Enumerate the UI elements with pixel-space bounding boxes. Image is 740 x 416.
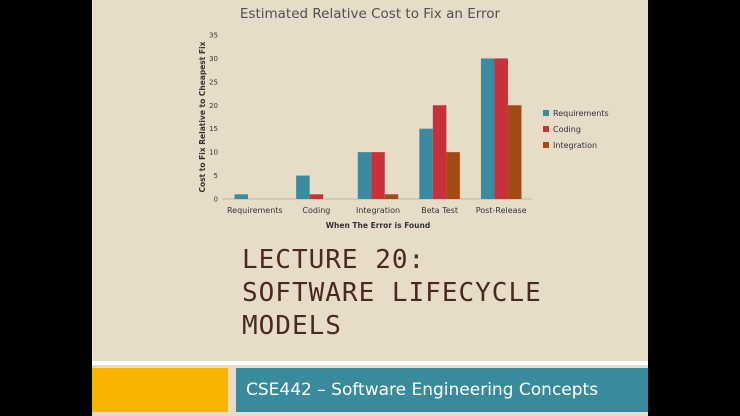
lecture-title-line-1: LECTURE 20: xyxy=(242,245,426,275)
chart-title: Estimated Relative Cost to Fix an Error xyxy=(239,6,501,22)
y-tick-label: 0 xyxy=(214,196,218,204)
bar xyxy=(371,152,385,199)
y-tick-label: 20 xyxy=(209,102,218,110)
bar xyxy=(432,105,447,199)
x-axis-title: When The Error is Found xyxy=(326,221,430,230)
footer-bar: CSE442 – Software Engineering Concepts xyxy=(236,368,648,412)
lecture-title: LECTURE 20: SOFTWARE LIFECYCLE MODELS xyxy=(242,244,642,343)
bar xyxy=(480,58,495,199)
x-category-label: Integration xyxy=(356,206,400,215)
lecture-title-line-3: MODELS xyxy=(242,311,342,341)
y-tick-label: 10 xyxy=(209,149,218,157)
x-category-label: Post-Release xyxy=(476,206,527,215)
footer-divider xyxy=(92,361,648,365)
legend-label: Coding xyxy=(553,125,581,134)
legend-swatch xyxy=(543,110,549,116)
legend-swatch xyxy=(543,142,549,148)
bar-chart: 0 5 10 15 20 25 30 35 Requirements Coding Integrat… xyxy=(198,32,609,231)
y-tick-label: 30 xyxy=(209,55,218,63)
x-category-label: Beta Test xyxy=(421,206,458,215)
x-category-label: Coding xyxy=(302,206,330,215)
footer-accent-block xyxy=(92,368,228,412)
slide: Estimated Relative Cost to Fix an Error … xyxy=(92,0,648,416)
bar xyxy=(494,58,508,199)
bar xyxy=(419,128,433,199)
bar xyxy=(446,152,460,199)
y-axis-title: Cost to Fix Relative to Cheapest Fix xyxy=(198,41,207,192)
lecture-title-line-2: SOFTWARE LIFECYCLE xyxy=(242,278,542,308)
y-tick-label: 25 xyxy=(209,78,218,86)
y-tick-label: 35 xyxy=(209,32,218,40)
bar xyxy=(296,175,310,199)
legend-swatch xyxy=(543,126,549,132)
bar xyxy=(309,194,324,199)
bar xyxy=(234,194,249,199)
bar xyxy=(384,194,399,199)
legend-label: Integration xyxy=(553,141,597,150)
bar xyxy=(507,105,522,199)
legend-label: Requirements xyxy=(553,109,609,118)
y-tick-label: 15 xyxy=(209,125,218,133)
course-title: CSE442 – Software Engineering Concepts xyxy=(246,380,599,400)
y-tick-label: 5 xyxy=(214,172,218,180)
bar xyxy=(357,152,372,199)
x-category-label: Requirements xyxy=(227,206,283,215)
